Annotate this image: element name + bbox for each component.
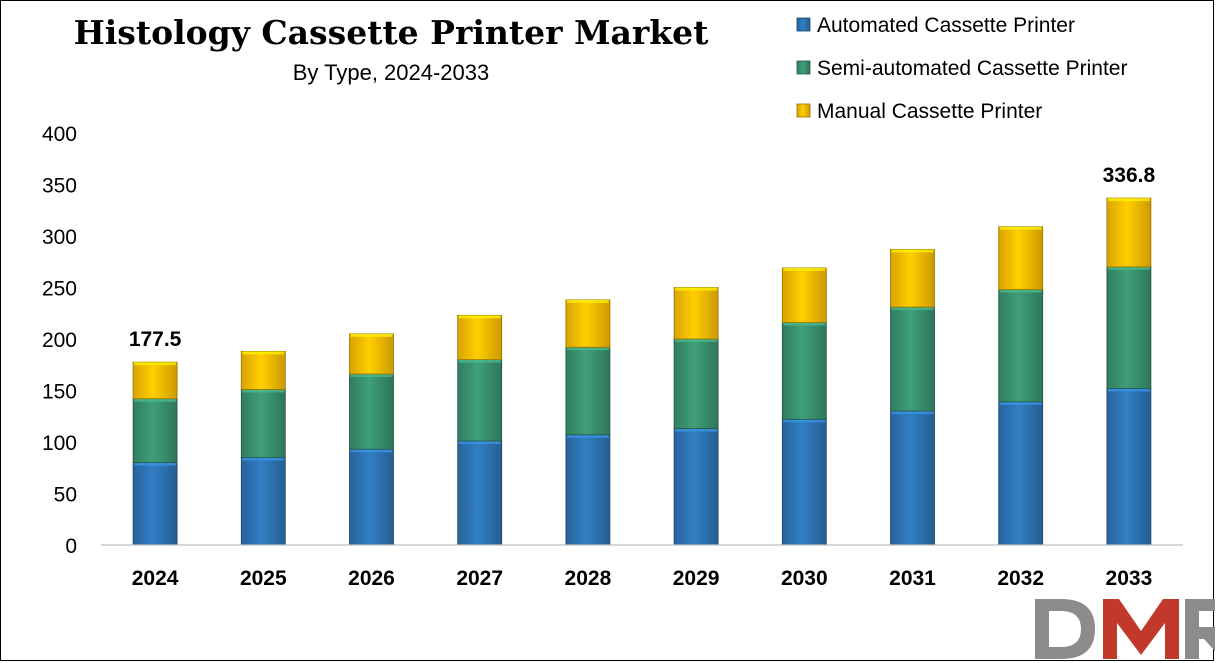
bar-bevel bbox=[242, 457, 285, 461]
bar-bevel bbox=[1107, 388, 1150, 392]
bar-bevel bbox=[783, 267, 826, 271]
bar-segment bbox=[457, 440, 503, 546]
bar-bevel bbox=[242, 351, 285, 355]
legend-swatch bbox=[796, 17, 811, 32]
bar-segment bbox=[781, 418, 827, 546]
bar-segment bbox=[781, 322, 827, 420]
legend-label: Manual Cassette Printer bbox=[817, 100, 1042, 123]
x-tick-label: 2025 bbox=[240, 567, 287, 590]
y-tick-label: 400 bbox=[42, 123, 77, 146]
bar-segment bbox=[673, 428, 719, 546]
x-tick-label: 2028 bbox=[565, 567, 612, 590]
legend-swatch bbox=[796, 103, 811, 118]
chart-subtitle: By Type, 2024-2033 bbox=[293, 60, 490, 85]
bar-segment bbox=[1106, 388, 1152, 546]
bar-segment bbox=[240, 350, 286, 390]
x-tick-label: 2033 bbox=[1106, 567, 1153, 590]
legend: Automated Cassette Printer Semi-automated… bbox=[796, 14, 1127, 123]
bar-segment bbox=[890, 306, 935, 412]
legend-label: Automated Cassette Printer bbox=[817, 14, 1075, 37]
bar-bevel bbox=[675, 287, 718, 291]
bar-bevel bbox=[675, 339, 718, 342]
bars bbox=[132, 197, 1152, 546]
bar-bevel bbox=[675, 428, 718, 432]
total-labels: 177.5 336.8 bbox=[129, 164, 1156, 351]
bar-bevel bbox=[350, 374, 393, 378]
bar-segment bbox=[349, 373, 394, 450]
bar-bevel bbox=[999, 226, 1042, 230]
bar-segment bbox=[349, 448, 394, 546]
bar-bevel bbox=[566, 299, 609, 303]
bar-bevel bbox=[566, 434, 609, 438]
bar-bevel bbox=[891, 411, 934, 415]
total-data-label: 336.8 bbox=[1103, 164, 1156, 187]
x-tick-label: 2024 bbox=[132, 567, 179, 590]
bar-segment bbox=[890, 410, 935, 546]
bar-bevel bbox=[458, 315, 501, 319]
chart-title: Histology Cassette Printer Market bbox=[74, 13, 710, 52]
bar-bevel bbox=[783, 322, 826, 326]
legend-swatch bbox=[796, 60, 811, 75]
bar-bevel bbox=[1107, 198, 1150, 202]
y-tick-label: 0 bbox=[65, 535, 77, 558]
legend-label: Semi-automated Cassette Printer bbox=[817, 57, 1127, 80]
bar-bevel bbox=[891, 307, 934, 311]
y-tick-label: 250 bbox=[42, 278, 77, 301]
bar-bevel bbox=[891, 249, 934, 253]
y-tick-label: 50 bbox=[54, 484, 77, 507]
bar-segment bbox=[132, 398, 178, 463]
y-tick-label: 100 bbox=[42, 432, 77, 455]
bar-segment bbox=[565, 299, 611, 348]
bar-segment bbox=[998, 226, 1044, 290]
bar-segment bbox=[457, 359, 503, 442]
bar-segment bbox=[240, 457, 286, 546]
bar-segment bbox=[240, 389, 286, 458]
x-tick-label: 2032 bbox=[997, 567, 1044, 590]
x-axis: 2024 2025 2026 2027 2028 2029 2030 2031 2032 2033 bbox=[101, 544, 1183, 590]
bar-bevel bbox=[350, 449, 393, 453]
y-tick-label: 200 bbox=[42, 329, 77, 352]
bar-segment bbox=[673, 287, 719, 340]
bar-bevel bbox=[999, 401, 1042, 405]
bar-bevel bbox=[350, 333, 393, 337]
y-axis: 0 50 100 150 200 250 300 350 400 bbox=[42, 123, 77, 558]
bar-segment bbox=[1106, 197, 1152, 268]
bar-bevel bbox=[458, 359, 501, 363]
bar-bevel bbox=[134, 462, 177, 466]
x-tick-label: 2027 bbox=[456, 567, 503, 590]
x-tick-label: 2026 bbox=[348, 567, 395, 590]
total-data-label: 177.5 bbox=[129, 328, 182, 351]
bar-segment bbox=[781, 267, 827, 323]
bar-segment bbox=[998, 289, 1044, 403]
dmr-logo bbox=[1035, 599, 1215, 659]
bar-bevel bbox=[999, 289, 1042, 293]
bar-segment bbox=[1106, 266, 1152, 389]
bar-bevel bbox=[242, 389, 285, 393]
bar-segment bbox=[349, 333, 394, 375]
bar-segment bbox=[565, 434, 611, 546]
bar-bevel bbox=[134, 362, 177, 366]
y-tick-label: 350 bbox=[42, 175, 77, 198]
bar-segment bbox=[565, 346, 611, 436]
bar-segment bbox=[457, 314, 503, 360]
bar-bevel bbox=[1107, 266, 1150, 270]
bar-bevel bbox=[566, 347, 609, 351]
bar-segment bbox=[132, 462, 178, 546]
bar-bevel bbox=[458, 440, 501, 444]
y-tick-label: 300 bbox=[42, 226, 77, 249]
bar-segment bbox=[998, 401, 1044, 546]
x-tick-label: 2029 bbox=[673, 567, 720, 590]
y-tick-label: 150 bbox=[42, 381, 77, 404]
bar-segment bbox=[673, 338, 719, 430]
bar-bevel bbox=[134, 398, 177, 402]
bar-segment bbox=[890, 248, 935, 308]
bar-segment bbox=[132, 361, 178, 400]
x-tick-label: 2030 bbox=[781, 567, 828, 590]
x-tick-label: 2031 bbox=[889, 567, 936, 590]
bar-bevel bbox=[783, 419, 826, 423]
